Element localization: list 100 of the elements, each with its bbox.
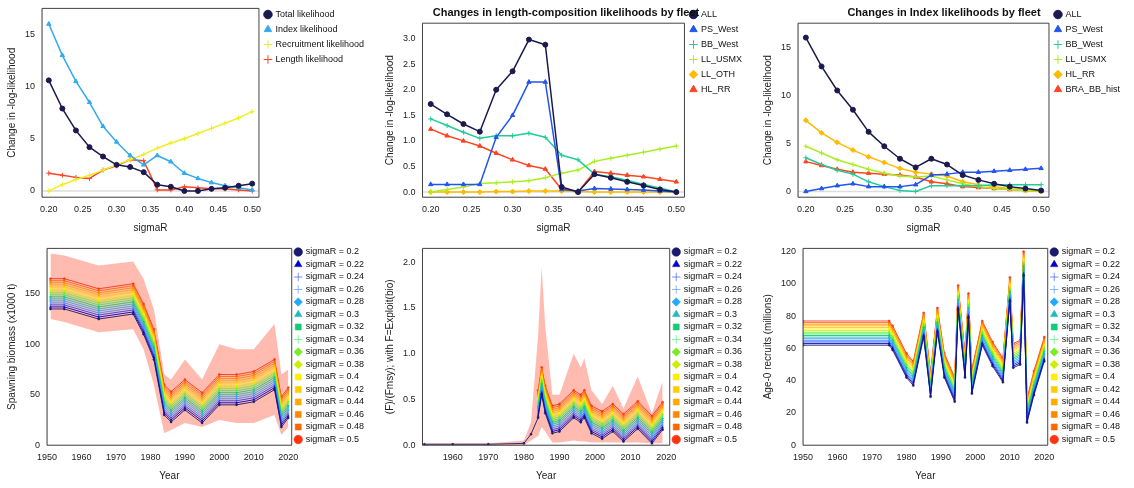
x-axis-title: Year [159, 469, 181, 481]
legend-label: sigmaR = 0.4 [1061, 371, 1115, 382]
y-tick-label: 2.5 [403, 58, 416, 69]
x-tick-label: 0.40 [175, 204, 194, 215]
x-tick-label: 0.50 [243, 204, 261, 215]
y-tick-label: 15 [781, 41, 792, 52]
legend-label: sigmaR = 0.42 [1061, 383, 1120, 394]
legend-label: sigmaR = 0.28 [305, 296, 364, 307]
legend-label: Recruitment likelihood [275, 38, 365, 49]
y-tick-label: 5 [30, 133, 36, 144]
legend-label: PS_West [1065, 23, 1104, 34]
x-tick-label: 1950 [793, 452, 814, 463]
x-tick-label: 0.35 [141, 204, 160, 215]
legend-label: BRA_BB_hist [1065, 83, 1121, 94]
y-tick-label: 3.0 [403, 33, 416, 44]
legend-label: sigmaR = 0.4 [683, 371, 737, 382]
x-tick-label: 0.25 [836, 204, 854, 215]
legend-label: sigmaR = 0.22 [305, 258, 364, 269]
legend-label: sigmaR = 0.5 [305, 433, 359, 444]
legend-label: sigmaR = 0.38 [683, 358, 742, 369]
y-tick-label: 0 [791, 439, 797, 450]
y-axis-title: (F)/(Fmsy); with F=Exploit(bio) [383, 279, 395, 415]
y-tick-label: 10 [25, 81, 36, 92]
x-tick-label: 1990 [930, 452, 951, 463]
legend-label: sigmaR = 0.38 [1061, 358, 1120, 369]
x-axis-title: sigmaR [133, 221, 168, 233]
x-tick-label: 0.45 [626, 204, 645, 215]
y-tick-label: 100 [24, 338, 41, 349]
legend-label: sigmaR = 0.22 [1061, 258, 1120, 269]
y-tick-label: 2.0 [403, 256, 416, 267]
x-tick-label: 0.50 [667, 204, 686, 215]
x-tick-label: 0.25 [73, 204, 92, 215]
y-tick-label: 60 [786, 342, 797, 353]
y-axis-title: Change in -log-likelihood [5, 47, 17, 158]
legend-label: sigmaR = 0.5 [683, 433, 737, 444]
legend-label: Length likelihood [275, 53, 344, 64]
x-tick-label: 2010 [620, 452, 641, 463]
y-tick-label: 1.5 [403, 109, 416, 120]
x-tick-label: 1970 [478, 452, 499, 463]
legend-label: sigmaR = 0.46 [683, 408, 742, 419]
legend-label: sigmaR = 0.26 [1061, 283, 1120, 294]
legend-label: Total likelihood [275, 8, 335, 19]
y-tick-label: 20 [786, 407, 797, 418]
legend-label: sigmaR = 0.26 [683, 283, 742, 294]
legend-label: sigmaR = 0.2 [683, 246, 737, 257]
y-tick-label: 0.0 [403, 439, 416, 450]
legend-label: PS_West [700, 23, 739, 34]
y-axis-title: Change in -log-likelihood [383, 55, 395, 166]
y-tick-label: 150 [24, 288, 41, 299]
legend-label: sigmaR = 0.34 [683, 333, 742, 344]
legend-label: sigmaR = 0.3 [305, 308, 359, 319]
legend-label: BB_West [1065, 38, 1104, 49]
legend-label: sigmaR = 0.32 [683, 321, 742, 332]
legend-label: ALL [700, 8, 717, 19]
x-axis-title: sigmaR [906, 221, 941, 233]
legend-label: sigmaR = 0.28 [683, 296, 742, 307]
x-tick-label: 2000 [585, 452, 606, 463]
x-tick-label: 2020 [656, 452, 677, 463]
legend-label: LL_USMX [700, 53, 743, 64]
y-tick-label: 1.0 [403, 348, 416, 359]
x-tick-label: 1970 [105, 452, 126, 463]
y-tick-label: 40 [786, 375, 797, 386]
x-tick-label: 0.35 [914, 204, 933, 215]
y-tick-label: 0.5 [403, 160, 416, 171]
x-axis-title: Year [536, 469, 557, 481]
x-tick-label: 0.40 [585, 204, 604, 215]
x-tick-label: 1960 [442, 452, 463, 463]
legend-label: sigmaR = 0.32 [305, 321, 364, 332]
x-tick-label: 1980 [513, 452, 534, 463]
y-tick-label: 0.5 [403, 393, 416, 404]
y-tick-label: 15 [25, 28, 36, 39]
legend-label: sigmaR = 0.44 [305, 396, 364, 407]
y-tick-label: 50 [30, 389, 41, 400]
legend-label: sigmaR = 0.24 [305, 271, 364, 282]
legend-label: sigmaR = 0.26 [305, 283, 364, 294]
legend-label: sigmaR = 0.44 [683, 396, 742, 407]
legend-label: sigmaR = 0.36 [305, 346, 364, 357]
x-tick-label: 0.20 [797, 204, 815, 215]
chart-title: Changes in Index likelihoods by fleet [847, 5, 1041, 18]
y-tick-label: 10 [781, 89, 792, 100]
x-tick-label: 2000 [965, 452, 986, 463]
x-tick-label: 0.20 [421, 204, 440, 215]
y-tick-label: 1.0 [403, 135, 416, 146]
legend-label: HL_RR [700, 83, 731, 94]
legend-label: sigmaR = 0.2 [305, 246, 359, 257]
legend-label: ALL [1065, 8, 1082, 19]
y-tick-label: 80 [786, 310, 797, 321]
y-tick-label: 2.0 [403, 84, 416, 95]
legend-label: sigmaR = 0.48 [1061, 421, 1120, 432]
x-tick-label: 0.45 [209, 204, 228, 215]
x-tick-label: 1980 [896, 452, 917, 463]
y-tick-label: 100 [780, 278, 797, 289]
y-axis-title: Age-0 recruits (millions) [761, 294, 773, 400]
legend-label: sigmaR = 0.44 [1061, 396, 1120, 407]
x-tick-label: 1990 [549, 452, 570, 463]
y-tick-label: 0 [786, 185, 792, 196]
y-tick-label: 0 [35, 439, 41, 450]
x-axis-title: Year [915, 469, 937, 481]
x-tick-label: 0.25 [462, 204, 481, 215]
x-tick-label: 1970 [861, 452, 882, 463]
